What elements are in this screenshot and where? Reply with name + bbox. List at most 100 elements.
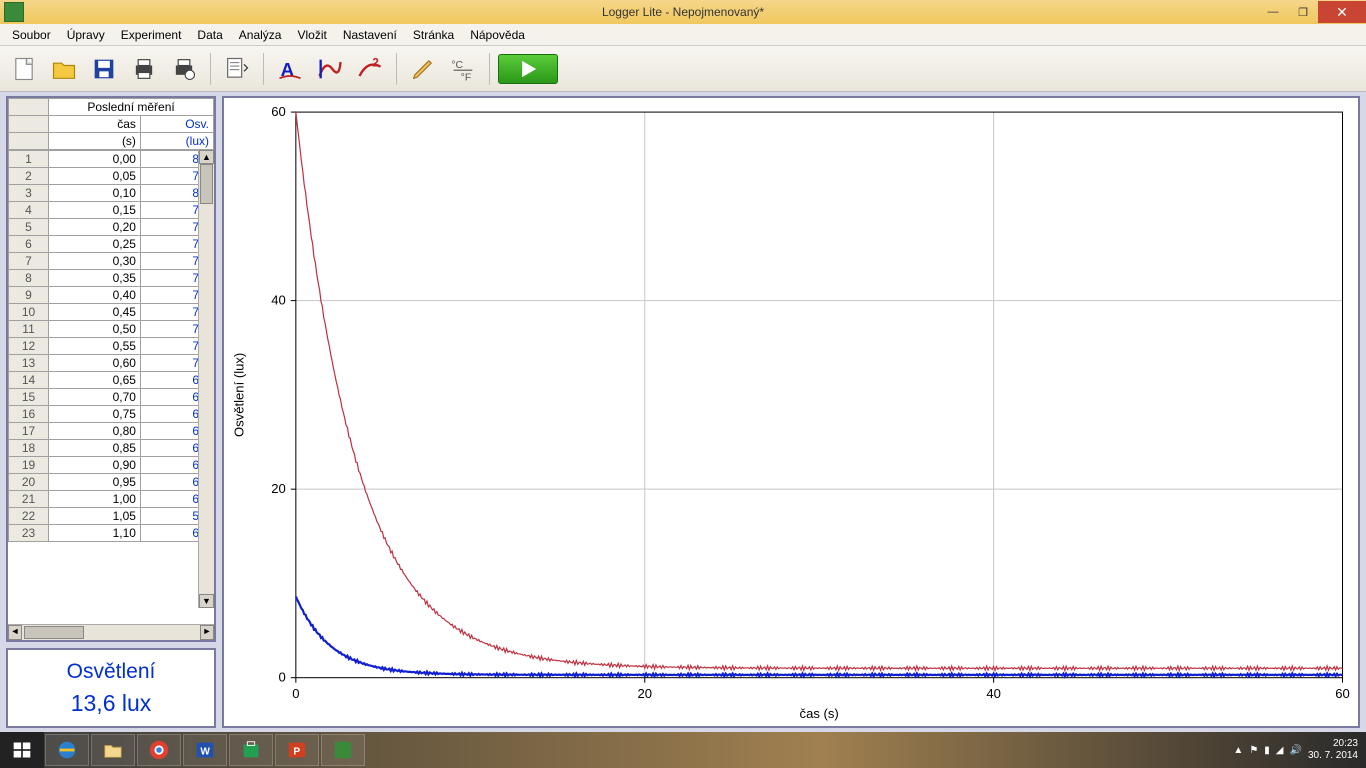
menu-vložit[interactable]: Vložit bbox=[289, 25, 334, 45]
table-row[interactable]: 40,157,9 bbox=[9, 202, 214, 219]
svg-text:60: 60 bbox=[271, 104, 286, 119]
close-button[interactable]: ✕ bbox=[1318, 1, 1366, 23]
hscroll-thumb[interactable] bbox=[24, 626, 84, 639]
tray-network-icon[interactable]: ◢ bbox=[1276, 745, 1284, 756]
table-row[interactable]: 90,407,5 bbox=[9, 287, 214, 304]
meter-value: 13,6 lux bbox=[71, 690, 152, 717]
svg-text:2: 2 bbox=[372, 56, 379, 69]
title-bar: Logger Lite - Nepojmenovaný* — ❐ ✕ bbox=[0, 0, 1366, 24]
minimize-button[interactable]: — bbox=[1258, 1, 1288, 23]
unit-toggle-button[interactable]: °C°F bbox=[445, 51, 481, 87]
table-row[interactable]: 120,557,3 bbox=[9, 338, 214, 355]
menu-nastavení[interactable]: Nastavení bbox=[335, 25, 405, 45]
table-row[interactable]: 110,507,1 bbox=[9, 321, 214, 338]
table-row[interactable]: 160,756,6 bbox=[9, 406, 214, 423]
scroll-down-icon[interactable]: ▼ bbox=[199, 594, 214, 608]
table-row[interactable]: 190,906,6 bbox=[9, 457, 214, 474]
table-row[interactable]: 211,006,4 bbox=[9, 491, 214, 508]
svg-text:Osvětlení (lux): Osvětlení (lux) bbox=[232, 353, 247, 437]
curve-fit-button[interactable] bbox=[312, 51, 348, 87]
menu-soubor[interactable]: Soubor bbox=[4, 25, 59, 45]
table-row[interactable]: 60,257,7 bbox=[9, 236, 214, 253]
taskbar: W P ▲ ⚑ ▮ ◢ 🔊 20:23 30. 7. 2014 bbox=[0, 732, 1366, 768]
svg-text:P: P bbox=[293, 747, 300, 758]
font-button[interactable]: A bbox=[272, 51, 308, 87]
table-row[interactable]: 70,307,7 bbox=[9, 253, 214, 270]
live-meter-panel: Osvětlení 13,6 lux bbox=[6, 648, 216, 728]
scroll-left-icon[interactable]: ◄ bbox=[8, 625, 22, 640]
start-button[interactable] bbox=[0, 732, 44, 768]
print-button[interactable] bbox=[126, 51, 162, 87]
taskbar-explorer-icon[interactable] bbox=[91, 734, 135, 766]
chart-panel[interactable]: 0 20 40 60 0 20 40 60 čas (s) Osvětlení (lux) bbox=[222, 96, 1360, 728]
menu-analýza[interactable]: Analýza bbox=[231, 25, 290, 45]
save-button[interactable] bbox=[86, 51, 122, 87]
table-row[interactable]: 30,108,3 bbox=[9, 185, 214, 202]
table-row[interactable]: 180,856,4 bbox=[9, 440, 214, 457]
menu-data[interactable]: Data bbox=[189, 25, 230, 45]
svg-text:40: 40 bbox=[271, 293, 286, 308]
menu-experiment[interactable]: Experiment bbox=[113, 25, 190, 45]
table-row[interactable]: 231,106,2 bbox=[9, 525, 214, 542]
table-row[interactable]: 140,656,8 bbox=[9, 372, 214, 389]
data-table-header: Poslední měření časOsv. (s)(lux) bbox=[8, 98, 214, 150]
taskbar-logger-icon[interactable] bbox=[321, 734, 365, 766]
table-row[interactable]: 200,956,0 bbox=[9, 474, 214, 491]
open-file-button[interactable] bbox=[46, 51, 82, 87]
svg-text:W: W bbox=[200, 747, 210, 758]
tray-flag-icon[interactable]: ⚑ bbox=[1249, 745, 1258, 756]
taskbar-chrome-icon[interactable] bbox=[137, 734, 181, 766]
horizontal-scrollbar[interactable]: ◄ ► bbox=[8, 624, 214, 640]
scroll-thumb[interactable] bbox=[200, 164, 213, 204]
app-icon bbox=[4, 2, 24, 22]
menu-bar: SouborÚpravyExperimentDataAnalýzaVložitN… bbox=[0, 24, 1366, 46]
table-row[interactable]: 170,806,8 bbox=[9, 423, 214, 440]
svg-text:40: 40 bbox=[986, 686, 1001, 701]
table-title: Poslední měření bbox=[49, 99, 214, 116]
clock[interactable]: 20:23 30. 7. 2014 bbox=[1308, 738, 1358, 762]
table-row[interactable]: 80,357,3 bbox=[9, 270, 214, 287]
table-row[interactable]: 150,706,8 bbox=[9, 389, 214, 406]
tray-arrow-icon[interactable]: ▲ bbox=[1233, 745, 1243, 756]
svg-text:60: 60 bbox=[1335, 686, 1350, 701]
svg-text:0: 0 bbox=[279, 670, 286, 685]
data-table-body[interactable]: 10,008,620,057,930,108,340,157,950,207,9… bbox=[8, 150, 214, 542]
svg-text:20: 20 bbox=[271, 481, 286, 496]
taskbar-powerpoint-icon[interactable]: P bbox=[275, 734, 319, 766]
print-preview-button[interactable] bbox=[166, 51, 202, 87]
svg-text:°F: °F bbox=[461, 71, 472, 82]
table-row[interactable]: 221,055,8 bbox=[9, 508, 214, 525]
data-table-panel: Poslední měření časOsv. (s)(lux) 10,008,… bbox=[6, 96, 216, 642]
window-title: Logger Lite - Nepojmenovaný* bbox=[602, 5, 764, 19]
tray-battery-icon[interactable]: ▮ bbox=[1264, 745, 1270, 756]
scroll-right-icon[interactable]: ► bbox=[200, 625, 214, 640]
taskbar-store-icon[interactable] bbox=[229, 734, 273, 766]
table-row[interactable]: 20,057,9 bbox=[9, 168, 214, 185]
taskbar-word-icon[interactable]: W bbox=[183, 734, 227, 766]
new-file-button[interactable] bbox=[6, 51, 42, 87]
menu-nápověda[interactable]: Nápověda bbox=[462, 25, 533, 45]
add-series-button[interactable]: 2 bbox=[352, 51, 388, 87]
svg-text:čas (s): čas (s) bbox=[800, 706, 839, 721]
menu-stránka[interactable]: Stránka bbox=[405, 25, 462, 45]
tray-volume-icon[interactable]: 🔊 bbox=[1290, 745, 1302, 756]
svg-text:0: 0 bbox=[292, 686, 299, 701]
toolbar: A 2 °C°F bbox=[0, 46, 1366, 92]
menu-úpravy[interactable]: Úpravy bbox=[59, 25, 113, 45]
taskbar-ie-icon[interactable] bbox=[45, 734, 89, 766]
svg-text:°C: °C bbox=[451, 58, 463, 70]
vertical-scrollbar[interactable]: ▲ ▼ bbox=[198, 150, 214, 608]
maximize-button[interactable]: ❐ bbox=[1288, 1, 1318, 23]
edit-button[interactable] bbox=[405, 51, 441, 87]
system-tray[interactable]: ▲ ⚑ ▮ ◢ 🔊 20:23 30. 7. 2014 bbox=[1233, 738, 1366, 762]
scroll-up-icon[interactable]: ▲ bbox=[199, 150, 214, 164]
table-row[interactable]: 100,457,1 bbox=[9, 304, 214, 321]
table-row[interactable]: 50,207,9 bbox=[9, 219, 214, 236]
chart-svg: 0 20 40 60 0 20 40 60 čas (s) Osvětlení (lux) bbox=[224, 98, 1358, 726]
collect-button[interactable] bbox=[498, 54, 558, 84]
meter-title: Osvětlení bbox=[67, 660, 156, 684]
svg-text:20: 20 bbox=[637, 686, 652, 701]
table-row[interactable]: 130,607,1 bbox=[9, 355, 214, 372]
table-row[interactable]: 10,008,6 bbox=[9, 151, 214, 168]
page-setup-button[interactable] bbox=[219, 51, 255, 87]
